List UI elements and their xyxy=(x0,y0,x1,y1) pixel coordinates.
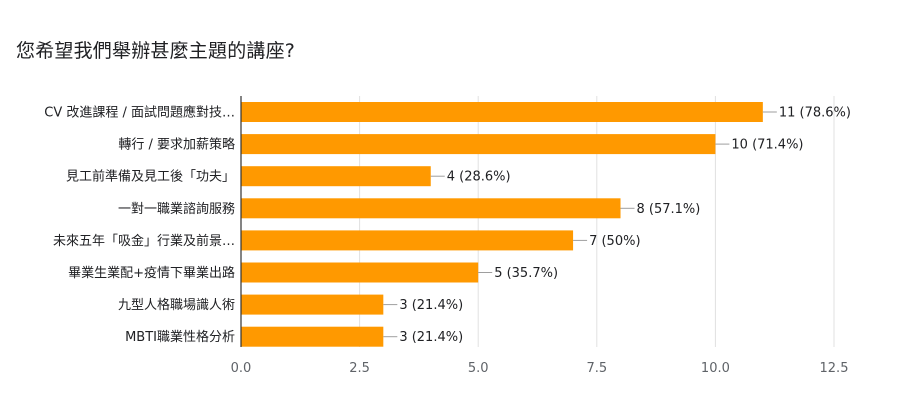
category-label: 轉行 / 要求加薪策略 xyxy=(118,137,235,153)
data-label: 7 (50%) xyxy=(589,234,640,249)
category-label: 一對一職業諮詢服務 xyxy=(118,201,235,217)
bar xyxy=(241,198,621,219)
category-label: 見工前準備及見工後「功夫」 xyxy=(66,169,235,185)
x-tick-label: 2.5 xyxy=(349,361,370,376)
data-label: 4 (28.6%) xyxy=(447,170,511,185)
x-tick-label: 0.0 xyxy=(231,361,252,376)
bar xyxy=(241,102,763,122)
category-label: 九型人格職場識人術 xyxy=(118,297,235,313)
x-tick-label: 7.5 xyxy=(586,361,607,376)
bar xyxy=(241,262,479,283)
x-tick-label: 12.5 xyxy=(820,361,849,376)
data-label: 5 (35.7%) xyxy=(494,266,558,281)
bar xyxy=(241,166,431,187)
data-label: 3 (21.4%) xyxy=(399,330,463,345)
bars xyxy=(241,102,777,347)
x-tick-label: 10.0 xyxy=(701,361,730,376)
data-label: 11 (78.6%) xyxy=(779,106,851,121)
bar xyxy=(241,326,384,347)
labels: 0.0 2.5 5.0 7.5 10.0 12.5 11 (78.6%) CV 改進課程 / … xyxy=(44,96,851,376)
category-label: MBTI職業性格分析 xyxy=(125,329,235,345)
category-label: 未來五年「吸金」行業及前景… xyxy=(53,233,235,249)
chart-title: 您希望我們舉辦甚麼主題的講座? xyxy=(16,40,296,62)
category-label: CV 改進課程 / 面試問題應對技… xyxy=(44,105,235,121)
data-label: 3 (21.4%) xyxy=(399,298,463,313)
data-label: 10 (71.4%) xyxy=(731,138,803,153)
bar xyxy=(241,294,384,315)
x-tick-label: 5.0 xyxy=(468,361,489,376)
category-label: 畢業生業配+疫情下畢業出路 xyxy=(68,265,235,281)
data-label: 8 (57.1%) xyxy=(637,202,701,217)
bar xyxy=(241,230,574,251)
bar xyxy=(241,134,716,155)
